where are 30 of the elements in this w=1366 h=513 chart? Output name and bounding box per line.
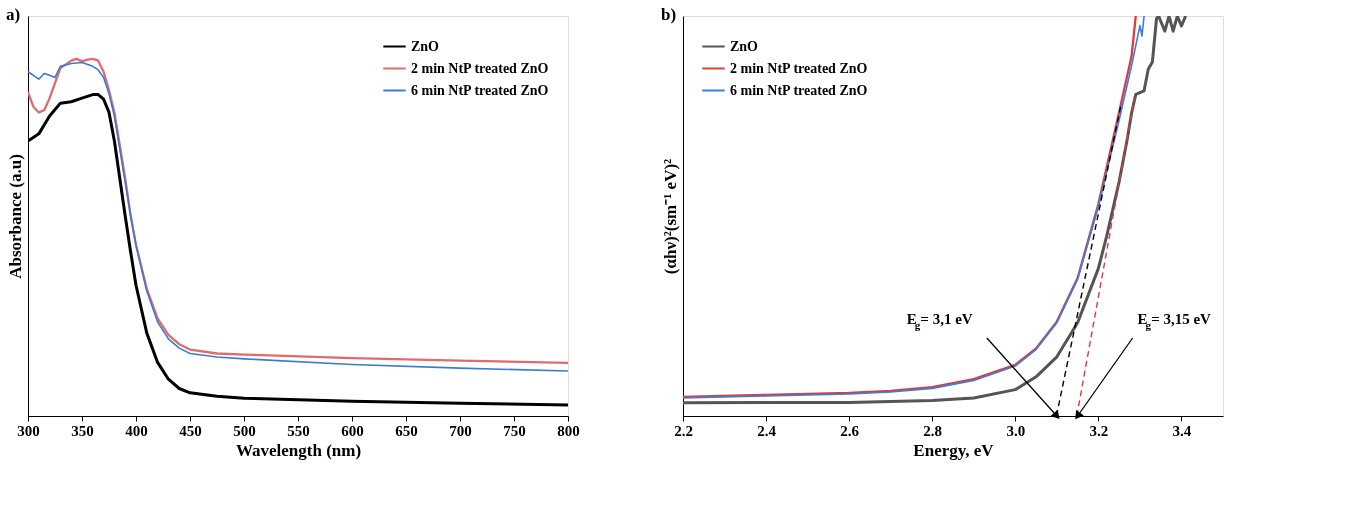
x-tick-label: 2.6 <box>840 422 860 439</box>
x-axis-title: Energy, eV <box>913 440 995 460</box>
legend-label: ZnO <box>411 38 440 54</box>
legend-label: 6 min NtP treated ZnO <box>730 82 868 98</box>
x-tick-label: 350 <box>71 422 94 439</box>
chart-title: b) <box>661 5 677 24</box>
chart-title: a) <box>6 5 21 24</box>
x-tick-label: 500 <box>233 422 256 439</box>
x-tick-label: 400 <box>125 422 148 439</box>
y-axis-title: Absorbance (a.u) <box>5 154 25 279</box>
x-tick-label: 550 <box>287 422 310 439</box>
x-tick-label: 2.2 <box>674 422 693 439</box>
legend-label: 6 min NtP treated ZnO <box>411 82 549 98</box>
x-axis-title: Wavelength (nm) <box>235 440 362 460</box>
x-tick-label: 2.4 <box>757 422 777 439</box>
x-tick-label: 700 <box>449 422 472 439</box>
legend-label: ZnO <box>730 38 759 54</box>
x-tick-label: 3.0 <box>1006 422 1026 439</box>
y-axis-title: (αhν)²(sm⁻¹ eV)² <box>660 158 680 275</box>
x-tick-label: 650 <box>395 422 418 439</box>
x-tick-label: 3.4 <box>1172 422 1192 439</box>
x-tick-label: 3.2 <box>1089 422 1109 439</box>
legend-label: 2 min NtP treated ZnO <box>730 60 868 76</box>
x-tick-label: 800 <box>557 422 580 439</box>
x-tick-label: 750 <box>503 422 526 439</box>
x-tick-label: 2.8 <box>923 422 943 439</box>
x-tick-label: 300 <box>17 422 40 439</box>
x-tick-label: 450 <box>179 422 202 439</box>
x-tick-label: 600 <box>341 422 364 439</box>
legend-label: 2 min NtP treated ZnO <box>411 60 549 76</box>
